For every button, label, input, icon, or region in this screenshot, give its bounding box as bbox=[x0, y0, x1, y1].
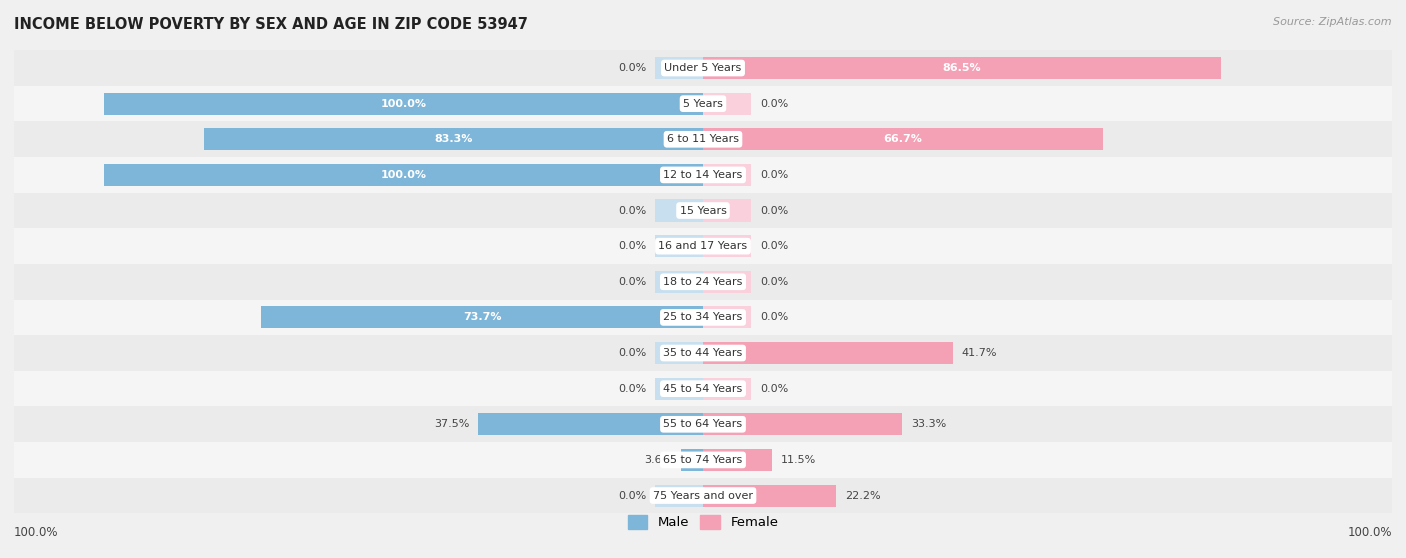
Bar bbox=[14, 228, 1392, 264]
Bar bbox=[703, 128, 1102, 150]
Text: 0.0%: 0.0% bbox=[759, 384, 789, 393]
Text: 0.0%: 0.0% bbox=[617, 205, 647, 215]
Text: 0.0%: 0.0% bbox=[617, 63, 647, 73]
Text: 0.0%: 0.0% bbox=[759, 99, 789, 109]
Bar bbox=[655, 271, 703, 293]
Bar bbox=[655, 200, 703, 222]
Bar bbox=[703, 235, 751, 257]
Bar bbox=[14, 478, 1392, 513]
Text: 55 to 64 Years: 55 to 64 Years bbox=[664, 419, 742, 429]
Text: 0.0%: 0.0% bbox=[759, 170, 789, 180]
Bar bbox=[703, 164, 751, 186]
Text: 37.5%: 37.5% bbox=[434, 419, 470, 429]
Text: 3.6%: 3.6% bbox=[644, 455, 672, 465]
Text: 73.7%: 73.7% bbox=[463, 312, 502, 323]
Bar bbox=[703, 271, 751, 293]
Bar bbox=[14, 193, 1392, 228]
Text: INCOME BELOW POVERTY BY SEX AND AGE IN ZIP CODE 53947: INCOME BELOW POVERTY BY SEX AND AGE IN Z… bbox=[14, 17, 527, 32]
Bar bbox=[14, 406, 1392, 442]
Text: 0.0%: 0.0% bbox=[617, 490, 647, 501]
Text: 16 and 17 Years: 16 and 17 Years bbox=[658, 241, 748, 251]
Text: 65 to 74 Years: 65 to 74 Years bbox=[664, 455, 742, 465]
Text: 5 Years: 5 Years bbox=[683, 99, 723, 109]
Text: 11.5%: 11.5% bbox=[780, 455, 815, 465]
Bar bbox=[703, 57, 1222, 79]
Text: 0.0%: 0.0% bbox=[759, 312, 789, 323]
Bar bbox=[14, 335, 1392, 371]
Bar bbox=[204, 128, 703, 150]
Bar bbox=[14, 371, 1392, 406]
Text: 0.0%: 0.0% bbox=[759, 241, 789, 251]
Bar bbox=[14, 122, 1392, 157]
Text: 100.0%: 100.0% bbox=[14, 526, 59, 539]
Bar bbox=[703, 93, 751, 115]
Bar bbox=[703, 378, 751, 400]
Text: 86.5%: 86.5% bbox=[943, 63, 981, 73]
Bar bbox=[655, 378, 703, 400]
Text: 0.0%: 0.0% bbox=[617, 348, 647, 358]
Bar bbox=[655, 484, 703, 507]
Bar bbox=[14, 157, 1392, 193]
Bar bbox=[655, 235, 703, 257]
Text: 66.7%: 66.7% bbox=[883, 134, 922, 145]
Text: 100.0%: 100.0% bbox=[381, 99, 426, 109]
Bar bbox=[682, 449, 703, 471]
Bar bbox=[104, 93, 703, 115]
Text: 22.2%: 22.2% bbox=[845, 490, 880, 501]
Text: 100.0%: 100.0% bbox=[1347, 526, 1392, 539]
Legend: Male, Female: Male, Female bbox=[623, 510, 783, 535]
Bar bbox=[478, 413, 703, 435]
Bar bbox=[14, 50, 1392, 86]
Bar bbox=[703, 200, 751, 222]
Bar bbox=[104, 164, 703, 186]
Text: 0.0%: 0.0% bbox=[617, 384, 647, 393]
Text: 12 to 14 Years: 12 to 14 Years bbox=[664, 170, 742, 180]
Text: 45 to 54 Years: 45 to 54 Years bbox=[664, 384, 742, 393]
Bar bbox=[14, 86, 1392, 122]
Text: Source: ZipAtlas.com: Source: ZipAtlas.com bbox=[1274, 17, 1392, 27]
Bar bbox=[703, 342, 953, 364]
Bar bbox=[14, 300, 1392, 335]
Text: Under 5 Years: Under 5 Years bbox=[665, 63, 741, 73]
Text: 83.3%: 83.3% bbox=[434, 134, 472, 145]
Text: 18 to 24 Years: 18 to 24 Years bbox=[664, 277, 742, 287]
Bar bbox=[703, 449, 772, 471]
Text: 35 to 44 Years: 35 to 44 Years bbox=[664, 348, 742, 358]
Text: 0.0%: 0.0% bbox=[617, 277, 647, 287]
Bar bbox=[655, 57, 703, 79]
Text: 75 Years and over: 75 Years and over bbox=[652, 490, 754, 501]
Bar bbox=[655, 342, 703, 364]
Text: 15 Years: 15 Years bbox=[679, 205, 727, 215]
Bar bbox=[262, 306, 703, 329]
Bar bbox=[703, 484, 837, 507]
Text: 0.0%: 0.0% bbox=[617, 241, 647, 251]
Text: 0.0%: 0.0% bbox=[759, 205, 789, 215]
Bar bbox=[14, 442, 1392, 478]
Text: 6 to 11 Years: 6 to 11 Years bbox=[666, 134, 740, 145]
Text: 41.7%: 41.7% bbox=[962, 348, 997, 358]
Bar bbox=[703, 413, 903, 435]
Text: 0.0%: 0.0% bbox=[759, 277, 789, 287]
Bar bbox=[14, 264, 1392, 300]
Text: 100.0%: 100.0% bbox=[381, 170, 426, 180]
Text: 33.3%: 33.3% bbox=[911, 419, 946, 429]
Bar bbox=[703, 306, 751, 329]
Text: 25 to 34 Years: 25 to 34 Years bbox=[664, 312, 742, 323]
